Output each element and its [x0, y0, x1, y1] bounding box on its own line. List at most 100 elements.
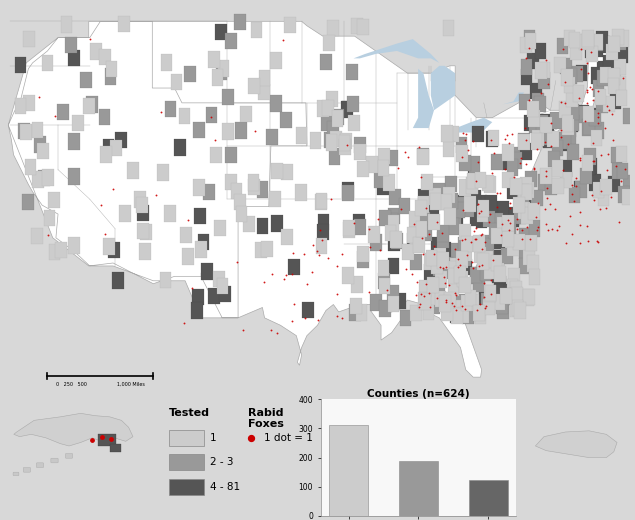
Bar — [473, 235, 485, 252]
Point — [411, 291, 421, 299]
Bar — [616, 47, 628, 63]
Bar — [519, 195, 531, 211]
Bar — [596, 97, 608, 113]
Bar — [451, 212, 463, 228]
Point — [444, 281, 455, 289]
Bar — [459, 224, 471, 240]
Point — [474, 262, 484, 270]
Point — [558, 166, 568, 174]
Bar — [520, 36, 531, 53]
Point — [592, 119, 603, 127]
Point — [592, 109, 603, 118]
Bar — [258, 70, 271, 86]
Point — [567, 230, 577, 238]
Bar — [525, 33, 536, 49]
Bar — [378, 272, 390, 289]
Bar — [568, 32, 580, 48]
Bar — [438, 232, 449, 248]
Point — [332, 262, 342, 270]
Bar — [68, 237, 80, 254]
Bar — [591, 67, 603, 84]
Bar — [561, 172, 572, 188]
Polygon shape — [431, 66, 455, 110]
Bar — [538, 129, 550, 146]
Bar — [582, 154, 594, 171]
Bar — [576, 65, 587, 82]
Point — [575, 154, 585, 162]
Point — [547, 225, 557, 233]
Point — [500, 165, 510, 174]
Point — [438, 264, 448, 272]
Point — [481, 302, 491, 310]
Bar — [383, 174, 395, 191]
Point — [469, 264, 479, 272]
Bar — [356, 304, 367, 320]
Point — [596, 151, 606, 160]
Bar — [573, 85, 584, 101]
Bar — [443, 194, 455, 210]
Bar — [321, 115, 333, 132]
Bar — [451, 308, 463, 324]
FancyBboxPatch shape — [23, 467, 30, 472]
Bar — [377, 179, 389, 195]
Bar — [481, 293, 493, 309]
Point — [543, 225, 553, 233]
Bar — [48, 192, 60, 208]
Point — [473, 200, 483, 208]
Point — [558, 45, 568, 54]
Bar — [507, 211, 519, 227]
Bar — [507, 288, 519, 304]
Bar — [528, 110, 540, 127]
Bar — [350, 298, 361, 315]
Bar — [538, 174, 550, 191]
Bar — [222, 89, 234, 106]
Bar — [344, 220, 355, 236]
Point — [576, 66, 586, 74]
Bar — [257, 218, 268, 235]
Point — [484, 217, 494, 226]
Bar — [447, 302, 459, 318]
Point — [521, 136, 531, 144]
Point — [504, 139, 514, 148]
Point — [492, 203, 502, 211]
Point — [541, 172, 551, 180]
Bar — [437, 225, 449, 242]
Point — [582, 59, 592, 68]
Bar — [203, 184, 215, 201]
Point — [267, 269, 277, 278]
Bar — [528, 116, 540, 133]
Point — [504, 226, 514, 235]
Text: Tested: Tested — [169, 408, 210, 418]
Bar — [519, 228, 531, 244]
Bar — [562, 119, 574, 135]
Bar — [281, 164, 293, 180]
Bar — [387, 215, 399, 232]
Text: 1 dot = 1: 1 dot = 1 — [264, 433, 313, 443]
Bar — [428, 297, 439, 314]
Bar — [452, 196, 464, 212]
Bar — [502, 145, 514, 161]
Point — [540, 138, 550, 146]
Point — [575, 220, 585, 229]
Point — [416, 290, 426, 298]
Bar — [321, 54, 332, 70]
Point — [231, 257, 241, 266]
Bar — [467, 168, 479, 185]
Point — [606, 193, 617, 201]
Point — [582, 69, 592, 77]
Bar — [563, 134, 575, 151]
Bar — [473, 305, 485, 321]
Bar — [527, 255, 539, 271]
Bar — [211, 69, 224, 86]
Point — [497, 220, 507, 229]
Bar — [521, 207, 533, 224]
Bar — [193, 122, 204, 138]
Point — [289, 300, 299, 308]
Bar — [425, 250, 437, 266]
Point — [108, 185, 118, 193]
Bar — [518, 134, 530, 150]
Point — [396, 205, 406, 213]
Point — [474, 209, 485, 217]
Bar — [507, 279, 518, 295]
Point — [505, 199, 515, 207]
